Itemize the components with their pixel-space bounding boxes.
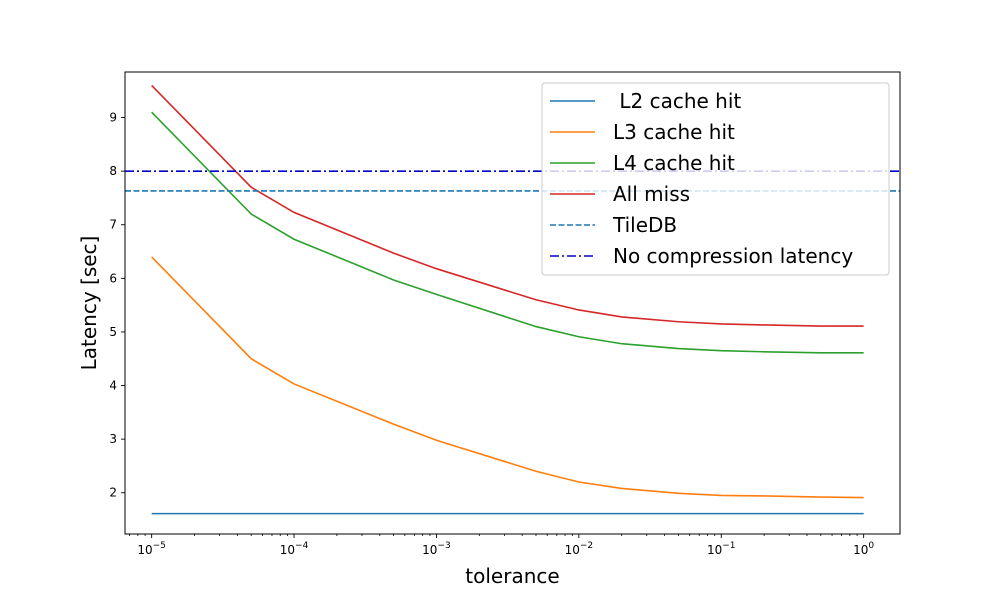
- x-tick-label: 10−4: [280, 541, 309, 557]
- y-tick-label: 4: [109, 379, 117, 393]
- y-tick-label: 6: [109, 271, 117, 285]
- legend-label-4: TileDB: [612, 213, 677, 237]
- x-tick-label: 10−5: [137, 541, 166, 557]
- x-axis: 10−5 10−4 10−3 10−2 10−1 100: [129, 534, 874, 557]
- y-tick-label: 9: [109, 111, 117, 125]
- series-line-3: [151, 84, 864, 327]
- legend-label-2: L4 cache hit: [613, 151, 735, 175]
- plot-frame: [124, 71, 901, 535]
- x-tick-label: 10−3: [422, 541, 451, 557]
- y-axis-label: Latency [sec]: [77, 236, 101, 371]
- plot-area: [125, 84, 900, 515]
- legend: L2 cache hit L3 cache hit L4 cache hit All …: [541, 82, 890, 276]
- y-tick-label: 3: [109, 432, 117, 446]
- y-tick-label: 7: [109, 218, 117, 232]
- series-line-1: [151, 256, 864, 499]
- x-tick-label: 100: [853, 541, 874, 557]
- y-tick-label: 5: [109, 325, 117, 339]
- legend-label-1: L3 cache hit: [613, 120, 735, 144]
- x-axis-label: tolerance: [465, 564, 559, 588]
- legend-label-5: No compression latency: [613, 244, 853, 268]
- legend-label-0: L2 cache hit: [613, 89, 741, 113]
- x-tick-label: 10−1: [707, 541, 736, 557]
- x-tick-label: 10−2: [565, 541, 594, 557]
- series-line-2: [151, 111, 864, 354]
- legend-label-3: All miss: [613, 182, 690, 206]
- y-tick-label: 2: [109, 486, 117, 500]
- y-axis: 2 3 4 5 6 7 8 9: [109, 111, 125, 500]
- legend-box: [541, 82, 890, 276]
- y-tick-label: 8: [109, 164, 117, 178]
